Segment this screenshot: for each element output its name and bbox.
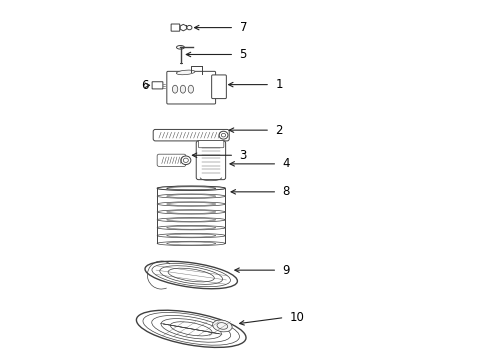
Ellipse shape bbox=[181, 156, 191, 165]
Ellipse shape bbox=[180, 85, 186, 93]
FancyBboxPatch shape bbox=[167, 71, 216, 104]
Ellipse shape bbox=[157, 210, 225, 214]
FancyBboxPatch shape bbox=[198, 140, 224, 148]
Ellipse shape bbox=[176, 70, 195, 75]
Text: 1: 1 bbox=[275, 78, 283, 91]
Ellipse shape bbox=[157, 225, 225, 230]
Ellipse shape bbox=[157, 241, 225, 246]
Text: 4: 4 bbox=[283, 157, 290, 170]
Text: 6: 6 bbox=[141, 79, 148, 92]
Ellipse shape bbox=[183, 158, 188, 162]
Ellipse shape bbox=[157, 194, 225, 198]
FancyBboxPatch shape bbox=[157, 154, 186, 166]
Ellipse shape bbox=[157, 186, 225, 190]
Ellipse shape bbox=[157, 233, 225, 238]
Ellipse shape bbox=[219, 131, 228, 139]
Text: 10: 10 bbox=[290, 311, 305, 324]
Ellipse shape bbox=[221, 134, 225, 137]
Ellipse shape bbox=[188, 85, 194, 93]
Ellipse shape bbox=[145, 261, 238, 289]
FancyBboxPatch shape bbox=[212, 75, 226, 99]
Ellipse shape bbox=[136, 310, 246, 347]
Ellipse shape bbox=[187, 26, 192, 30]
FancyBboxPatch shape bbox=[196, 141, 225, 180]
FancyBboxPatch shape bbox=[152, 82, 163, 89]
Ellipse shape bbox=[213, 320, 232, 332]
FancyBboxPatch shape bbox=[171, 24, 180, 31]
Text: 5: 5 bbox=[240, 48, 247, 61]
Ellipse shape bbox=[157, 218, 225, 222]
Text: 2: 2 bbox=[275, 123, 283, 137]
Text: 7: 7 bbox=[240, 21, 247, 34]
Ellipse shape bbox=[176, 45, 184, 49]
Ellipse shape bbox=[172, 85, 178, 93]
Text: 9: 9 bbox=[283, 264, 290, 276]
Ellipse shape bbox=[157, 202, 225, 206]
FancyBboxPatch shape bbox=[153, 130, 229, 141]
Text: 8: 8 bbox=[283, 185, 290, 198]
Text: 3: 3 bbox=[240, 149, 247, 162]
Ellipse shape bbox=[157, 186, 225, 190]
